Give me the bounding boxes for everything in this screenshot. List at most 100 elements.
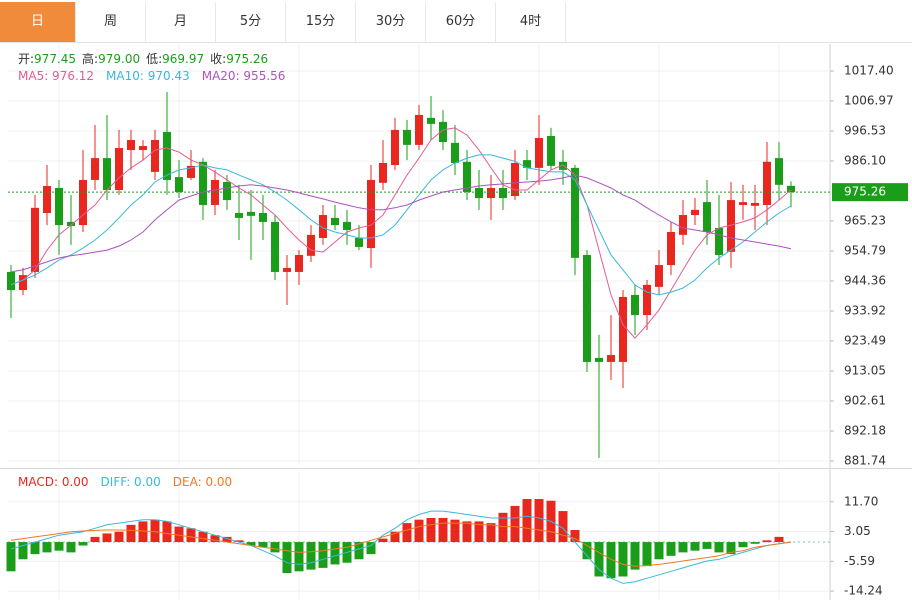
candle-body [703,202,711,232]
candle-body [715,227,723,255]
macd-bar [30,542,40,555]
period-tab[interactable]: 月 [146,2,216,42]
candle-body [595,357,603,362]
legend-entry: DEA: 0.00 [172,475,233,489]
macd-bar [234,540,244,543]
period-tab[interactable]: 4时 [496,2,566,42]
macd-bar [210,535,220,543]
candle-body [115,148,123,191]
y-tick-label: 902.61 [844,394,886,408]
macd-bar [690,542,700,551]
macd-bar [222,536,232,543]
candle-body [319,215,327,239]
y-tick-label: 892.18 [844,423,886,437]
candle-body [79,179,87,226]
macd-bar [126,524,136,543]
candle-body [271,221,279,272]
macd-bar [534,499,544,543]
macd-bar [102,533,112,543]
y-tick-label: 881.74 [844,454,886,468]
candle-body [331,217,339,226]
macd-bar [390,531,400,543]
macd-bar [66,542,76,553]
y-tick-label: 933.92 [844,303,886,317]
y-tick-label: 986.10 [844,153,886,167]
legend-entry: MACD: 0.00 [18,475,89,489]
candle-body [547,135,555,166]
macd-bar [666,542,676,556]
y-tick-label: 996.53 [844,123,886,137]
y-tick-label: -14.24 [844,584,883,598]
candle-body [511,162,519,197]
macd-bar [750,542,760,544]
candle-body [583,254,591,362]
macd-bar [270,542,280,553]
macd-legend: MACD: 0.00 DIFF: 0.00 DEA: 0.00 [18,475,244,489]
macd-bar [582,542,592,560]
candle-body [751,202,759,206]
period-tab[interactable]: 60分 [426,2,496,42]
candle-body [643,284,651,316]
period-tab[interactable]: 15分 [286,2,356,42]
info-item: 开:977.45 [18,52,76,66]
macd-bar [54,542,64,551]
macd-bar [306,542,316,570]
candle-body [787,185,795,193]
info-item: 高:979.00 [82,52,140,66]
legend-entry: MA10: 970.43 [106,69,190,83]
candle-body [487,187,495,199]
y-tick-label: 1017.40 [844,63,894,77]
candle-body [451,142,459,163]
candle-body [427,117,435,124]
candle-body [127,139,135,151]
macd-bar [486,523,496,543]
candle-body [187,165,195,178]
candle-body [667,231,675,266]
macd-bar [318,542,328,568]
candle-body [175,177,183,193]
macd-bar [462,521,472,543]
candle-body [307,234,315,256]
candle-body [475,187,483,199]
candle-body [235,213,243,218]
macd-bar [714,542,724,553]
candle-body [67,221,75,226]
y-tick-label: 944.36 [844,273,886,287]
candle-body [607,355,615,362]
macd-bar [426,517,436,543]
candle-body [31,207,39,272]
macd-bar [594,542,604,577]
candle-body [559,161,567,170]
candle-body [535,137,543,168]
candle-body [211,179,219,205]
candle-body [247,211,255,216]
candle-body [391,129,399,165]
macd-bar [702,542,712,549]
macd-bar [138,521,148,543]
period-tab[interactable]: 5分 [216,2,286,42]
candle-body [463,161,471,193]
macd-bar [774,536,784,543]
last-price-box [832,183,908,202]
candle-body [55,187,63,226]
candle-body [103,158,111,191]
period-tab[interactable]: 日 [0,2,76,42]
info-value: 977.45 [34,52,77,66]
macd-bar [162,521,172,543]
macd-bar [558,511,568,543]
legend-entry: DIFF: 0.00 [100,475,161,489]
macd-bar [366,542,376,555]
macd-bar [642,542,652,567]
macd-bar [522,499,532,543]
candle-body [523,160,531,168]
period-tab[interactable]: 周 [76,2,146,42]
candle-body [379,162,387,183]
y-tick-label: 3.05 [844,524,871,538]
period-tab[interactable]: 30分 [356,2,426,42]
candle-body [367,179,375,249]
y-tick-label: 11.70 [844,494,878,508]
candle-body [43,185,51,214]
macd-bar [498,512,508,543]
candle-body [151,139,159,172]
macd-bar [330,542,340,565]
